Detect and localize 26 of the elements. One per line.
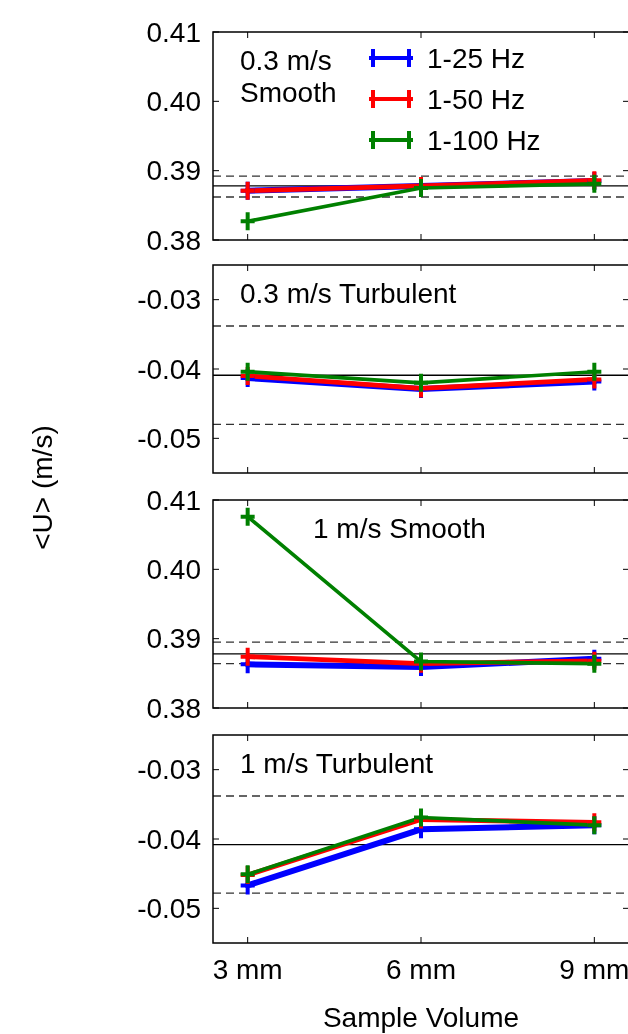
legend-label: 1-25 Hz (427, 42, 526, 74)
text: 0.3 m/s Smooth (240, 45, 337, 108)
x-tick-label: 9 mm (559, 954, 628, 985)
text: 1 m/s Turbulent (240, 748, 434, 779)
y-axis-title: <U> (m/s) (27, 425, 58, 550)
legend-label: 1-100 Hz (427, 124, 541, 156)
x-tick-label: 6 mm (386, 954, 456, 985)
text: 1 m/s Smooth (313, 513, 486, 544)
y-tick-label: -0.05 (137, 423, 201, 455)
y-tick-label: 0.38 (146, 224, 201, 256)
y-tick-label: -0.05 (137, 893, 201, 925)
y-tick-label: -0.03 (137, 284, 201, 316)
y-tick-label: 0.39 (146, 155, 201, 187)
y-tick-label: 0.41 (146, 16, 201, 48)
x-axis-title: Sample Volume (322, 1002, 520, 1033)
y-tick-label: 0.40 (146, 86, 201, 118)
y-tick-label: 0.38 (146, 692, 201, 724)
y-tick-label: -0.03 (137, 754, 201, 786)
y-tick-label: -0.04 (137, 353, 201, 385)
y-tick-label: 0.39 (146, 623, 201, 655)
y-tick-label: 0.41 (146, 484, 201, 516)
text: 0.3 m/s Turbulent (240, 278, 457, 309)
legend-label: 1-50 Hz (427, 83, 526, 115)
x-tick-label: 3 mm (212, 954, 283, 985)
y-tick-label: -0.04 (137, 823, 201, 855)
y-tick-label: 0.40 (146, 554, 201, 586)
